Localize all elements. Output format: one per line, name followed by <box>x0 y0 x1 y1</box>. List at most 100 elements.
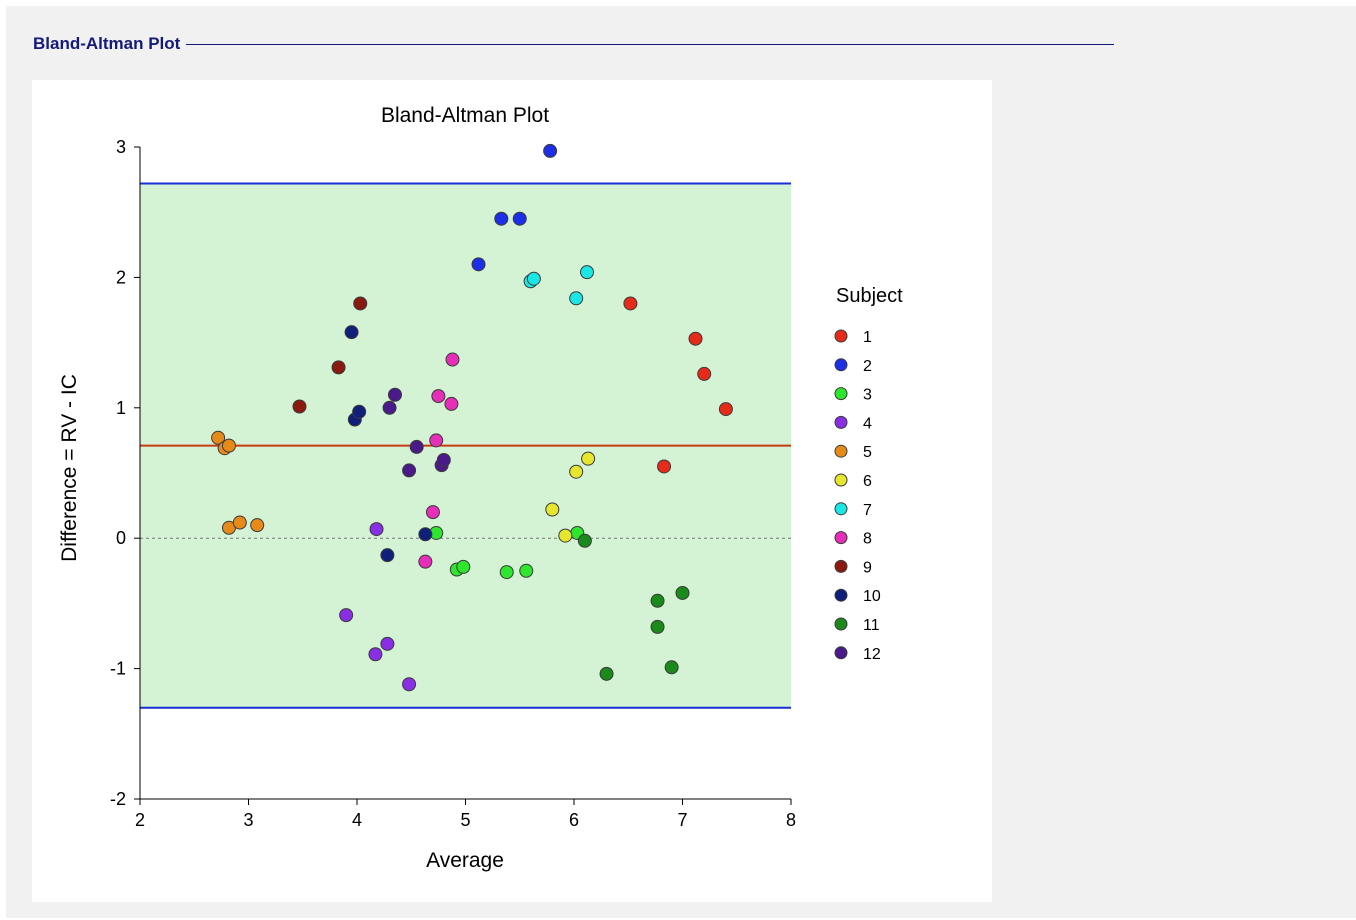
data-point <box>387 387 402 402</box>
data-point <box>599 666 614 681</box>
legend-label: 12 <box>863 646 881 663</box>
x-tick-label: 6 <box>569 810 579 830</box>
data-point <box>380 636 395 651</box>
data-point <box>344 325 359 340</box>
data-point <box>429 433 444 448</box>
legend-marker <box>834 329 848 343</box>
data-point <box>577 533 592 548</box>
data-point <box>221 438 236 453</box>
legend-label: 4 <box>863 415 872 432</box>
x-tick-label: 3 <box>243 810 253 830</box>
legend-marker <box>834 646 848 660</box>
legend-marker <box>834 415 848 429</box>
x-tick-label: 8 <box>786 810 796 830</box>
chart-title: Bland-Altman Plot <box>381 104 549 127</box>
data-point <box>402 463 417 478</box>
legend-label: 7 <box>863 502 872 519</box>
axes-group: 2 3 4 5 6 7 8 -2 -1 0 1 2 3 <box>110 137 796 830</box>
legend-title: Subject <box>836 285 903 307</box>
y-tick-label: 2 <box>116 267 126 287</box>
legend-marker <box>834 559 848 573</box>
section-rule <box>183 44 1114 45</box>
data-point <box>471 257 486 272</box>
y-tick-label: -2 <box>110 789 126 809</box>
y-tick-label: -1 <box>110 659 126 679</box>
legend-label: 2 <box>863 358 872 375</box>
data-point <box>558 528 573 543</box>
data-point <box>499 565 514 580</box>
data-point <box>657 459 672 474</box>
data-point <box>445 352 460 367</box>
y-tick-label: 3 <box>116 137 126 157</box>
section-title: Bland-Altman Plot <box>33 34 187 54</box>
data-point <box>368 647 383 662</box>
data-point <box>402 677 417 692</box>
legend-label: 5 <box>863 444 872 461</box>
data-point <box>353 296 368 311</box>
points-group <box>211 143 733 692</box>
data-point <box>623 296 638 311</box>
data-point <box>581 451 596 466</box>
y-tick-label: 0 <box>116 528 126 548</box>
chart-card: 2 3 4 5 6 7 8 -2 -1 0 1 2 3 Bland-Altman Plot Averag… <box>32 80 992 902</box>
data-point <box>352 404 367 419</box>
x-tick-label: 5 <box>460 810 470 830</box>
data-point <box>339 608 354 623</box>
data-point <box>211 430 226 445</box>
data-point <box>675 585 690 600</box>
data-point <box>512 211 527 226</box>
data-point <box>382 400 397 415</box>
legend-marker <box>834 502 848 516</box>
legend-marker <box>834 358 848 372</box>
data-point <box>650 593 665 608</box>
legend-label: 10 <box>863 588 881 605</box>
page-background: Bland-Altman Plot 2 3 4 5 6 7 8 -2 -1 0 1 2 3 Bland-… <box>6 6 1356 918</box>
data-point <box>526 271 541 286</box>
data-point <box>436 452 451 467</box>
legend-marker <box>834 531 848 545</box>
data-point <box>569 291 584 306</box>
chart-text-group: Bland-Altman Plot Average Difference = R… <box>58 104 549 872</box>
legend-marker <box>834 387 848 401</box>
x-tick-label: 7 <box>677 810 687 830</box>
data-point <box>718 402 733 417</box>
data-point <box>519 563 534 578</box>
legend-label: 1 <box>863 329 872 346</box>
data-point <box>250 518 265 533</box>
y-axis-label: Difference = RV - IC <box>58 374 81 562</box>
y-tick-label: 1 <box>116 398 126 418</box>
reference-lines-group <box>140 182 791 709</box>
data-point <box>232 515 247 530</box>
data-point <box>292 399 307 414</box>
data-point <box>431 389 446 404</box>
data-point <box>331 360 346 375</box>
x-tick-label: 4 <box>352 810 362 830</box>
data-point <box>418 554 433 569</box>
data-point <box>425 505 440 520</box>
legend-label: 3 <box>863 387 872 404</box>
legend-marker <box>834 444 848 458</box>
x-axis-label: Average <box>426 849 504 872</box>
legend-label: 8 <box>863 531 872 548</box>
data-point <box>456 559 471 574</box>
legend-label: 6 <box>863 473 872 490</box>
data-point <box>569 464 584 479</box>
data-point <box>409 439 424 454</box>
data-point <box>688 331 703 346</box>
data-point <box>580 265 595 280</box>
legend-marker <box>834 473 848 487</box>
data-point <box>418 527 433 542</box>
data-point <box>543 143 558 158</box>
legend-label: 9 <box>863 559 872 576</box>
data-point <box>444 396 459 411</box>
data-point <box>697 366 712 381</box>
legend-marker <box>834 617 848 631</box>
section-header: Bland-Altman Plot <box>33 34 1123 54</box>
data-point <box>494 211 509 226</box>
x-tick-label: 2 <box>135 810 145 830</box>
data-point <box>380 548 395 563</box>
legend-marker <box>834 588 848 602</box>
data-point <box>664 660 679 675</box>
